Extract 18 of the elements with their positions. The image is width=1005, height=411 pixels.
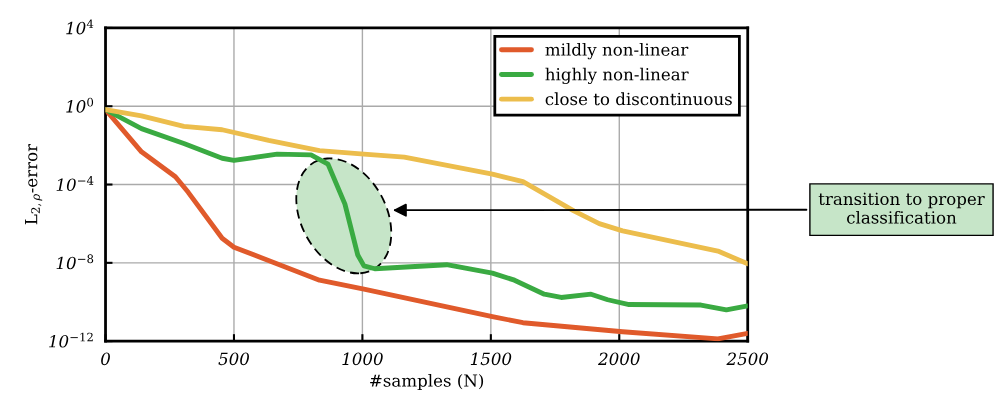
legend-label: close to discontinuous: [545, 92, 732, 106]
y-tick-label: 10$^{4}$: [66, 19, 94, 35]
x-tick-label: 0: [101, 352, 110, 366]
line-series: [105, 107, 748, 267]
y-tick-label: 10$^{−8}$: [56, 254, 94, 270]
y-axis-title: L$_{2,ρ}$-error: [25, 143, 43, 225]
y-tick-label: 10$^{−12}$: [49, 332, 93, 348]
y-tick-label: 10$^{0}$: [66, 97, 94, 113]
legend-label: mildly non-linear: [545, 42, 689, 60]
x-tick-label: 2500: [726, 352, 769, 366]
x-axis-title: #samples (N): [370, 373, 484, 391]
x-tick-label: 1000: [342, 352, 383, 366]
text: transition to proper classification: [818, 192, 985, 224]
x-tick-label: 500: [218, 352, 250, 366]
x-tick-label: 1500: [470, 352, 512, 366]
x-tick-label: 2000: [598, 352, 640, 366]
legend-label: highly non-linear: [545, 67, 689, 85]
y-tick-label: 10$^{−4}$: [56, 176, 94, 191]
